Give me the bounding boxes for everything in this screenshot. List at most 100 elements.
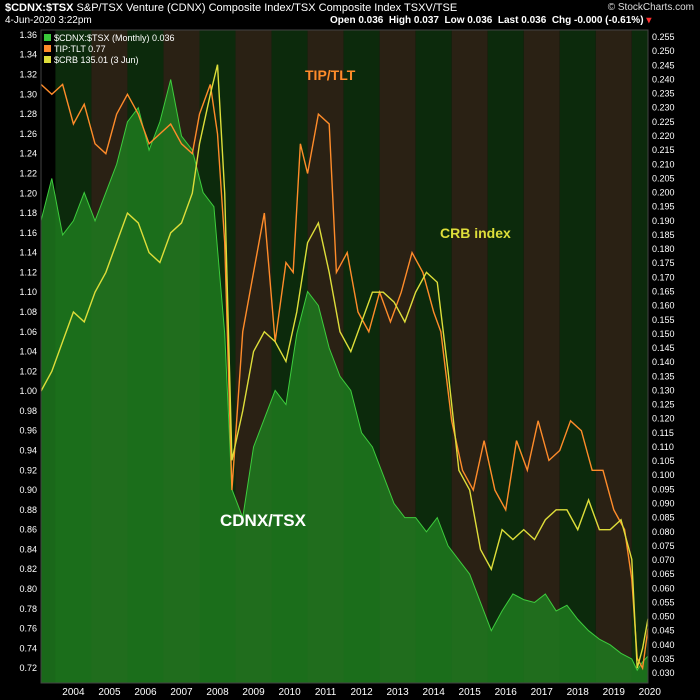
right-tick-label: 0.115 (652, 428, 674, 438)
left-tick-label: 0.94 (19, 445, 37, 455)
right-tick-label: 0.225 (652, 117, 675, 127)
x-tick-label: 2007 (170, 687, 193, 698)
x-tick-label: 2012 (350, 687, 373, 698)
left-tick-label: 1.32 (19, 70, 37, 80)
right-tick-label: 0.065 (652, 569, 675, 579)
left-tick-label: 1.22 (19, 168, 37, 178)
left-tick-label: 1.04 (19, 347, 37, 357)
legend-swatch (44, 45, 51, 52)
left-tick-label: 1.14 (19, 248, 37, 258)
right-tick-label: 0.055 (652, 597, 675, 607)
left-tick-label: 1.16 (19, 228, 37, 238)
right-tick-label: 0.235 (652, 89, 675, 99)
left-tick-label: 0.74 (19, 643, 37, 653)
left-tick-label: 0.72 (19, 663, 37, 673)
right-tick-label: 0.095 (652, 484, 675, 494)
x-tick-label: 2004 (62, 687, 85, 698)
left-tick-label: 1.28 (19, 109, 37, 119)
year-band (595, 30, 632, 683)
legend-label: $CRB 135.01 (3 Jun) (54, 55, 139, 65)
x-tick-label: 2017 (531, 687, 554, 698)
right-tick-label: 0.145 (652, 343, 675, 353)
left-tick-label: 1.08 (19, 307, 37, 317)
right-tick-label: 0.155 (652, 315, 675, 325)
left-tick-label: 0.86 (19, 525, 37, 535)
x-tick-label: 2011 (315, 687, 337, 698)
cdnx-tsx-area (40, 79, 649, 684)
chg-label: Chg -0.000 (-0.61%) (551, 15, 644, 26)
right-tick-label: 0.040 (652, 640, 675, 650)
left-tick-label: 1.20 (19, 188, 37, 198)
legend-swatch (44, 34, 51, 41)
tip-tlt-line (40, 83, 649, 671)
right-tick-label: 0.220 (652, 131, 675, 141)
crb-line (40, 64, 649, 669)
left-tick-label: 1.34 (19, 50, 37, 60)
date-label: 4-Jun-2020 3:22pm (5, 15, 92, 26)
legend-swatch (44, 56, 51, 63)
last-label: Last 0.036 (497, 15, 547, 26)
right-tick-label: 0.070 (652, 555, 675, 565)
right-tick-label: 0.045 (652, 626, 675, 636)
x-tick-label: 2015 (459, 687, 482, 698)
x-tick-label: 2014 (423, 687, 446, 698)
left-tick-label: 1.24 (19, 149, 37, 159)
low-label: Low 0.036 (444, 15, 493, 26)
high-label: High 0.037 (388, 15, 439, 26)
right-tick-label: 0.200 (652, 188, 675, 198)
right-tick-label: 0.075 (652, 541, 675, 551)
left-tick-label: 0.96 (19, 426, 37, 436)
right-tick-label: 0.150 (652, 329, 675, 339)
right-tick-label: 0.190 (652, 216, 675, 226)
right-tick-label: 0.130 (652, 385, 675, 395)
right-tick-label: 0.245 (652, 60, 675, 70)
left-tick-label: 0.76 (19, 624, 37, 634)
left-tick-label: 0.92 (19, 465, 37, 475)
x-tick-label: 2005 (98, 687, 121, 698)
right-tick-label: 0.165 (652, 286, 675, 296)
year-band (487, 30, 524, 683)
x-tick-label: 2013 (387, 687, 410, 698)
right-tick-label: 0.125 (652, 400, 675, 410)
x-tick-label: 2009 (242, 687, 265, 698)
right-tick-label: 0.230 (652, 103, 675, 113)
right-tick-label: 0.090 (652, 498, 675, 508)
right-tick-label: 0.210 (652, 159, 675, 169)
description-label: S&P/TSX Venture (CDNX) Composite Index/T… (76, 2, 458, 14)
left-tick-label: 1.18 (19, 208, 37, 218)
right-tick-label: 0.255 (652, 32, 675, 42)
left-tick-label: 1.00 (19, 386, 37, 396)
x-tick-label: 2006 (134, 687, 157, 698)
left-tick-label: 1.10 (19, 287, 37, 297)
right-tick-label: 0.215 (652, 145, 675, 155)
x-tick-label: 2010 (278, 687, 301, 698)
right-tick-label: 0.135 (652, 371, 675, 381)
right-tick-label: 0.170 (652, 272, 675, 282)
left-tick-label: 0.98 (19, 406, 37, 416)
down-triangle-icon: ▾ (646, 15, 652, 26)
right-tick-label: 0.160 (652, 301, 675, 311)
annotations: TIP/TLT CRB index CDNX/TSX (220, 67, 511, 530)
year-band (559, 30, 596, 683)
plot-frame (40, 29, 649, 684)
left-tick-label: 0.82 (19, 564, 37, 574)
right-tick-label: 0.240 (652, 74, 675, 84)
cdnx-area-layer (40, 79, 649, 684)
year-band (523, 30, 560, 683)
chart-annotation: CRB index (440, 225, 511, 241)
left-tick-label: 0.80 (19, 584, 37, 594)
left-tick-label: 1.06 (19, 327, 37, 337)
left-tick-label: 0.78 (19, 604, 37, 614)
x-tick-label: 2008 (206, 687, 229, 698)
right-tick-label: 0.180 (652, 244, 675, 254)
open-label: Open 0.036 (330, 15, 384, 26)
left-tick-label: 1.12 (19, 267, 37, 277)
chart-header-line1: $CDNX:$TSX S&P/TSX Venture (CDNX) Compos… (5, 2, 457, 14)
chart-annotation: TIP/TLT (305, 67, 356, 83)
right-tick-label: 0.035 (652, 654, 675, 664)
right-tick-label: 0.050 (652, 612, 675, 622)
right-tick-label: 0.060 (652, 583, 675, 593)
right-tick-label: 0.080 (652, 527, 675, 537)
left-tick-label: 1.36 (19, 30, 37, 40)
